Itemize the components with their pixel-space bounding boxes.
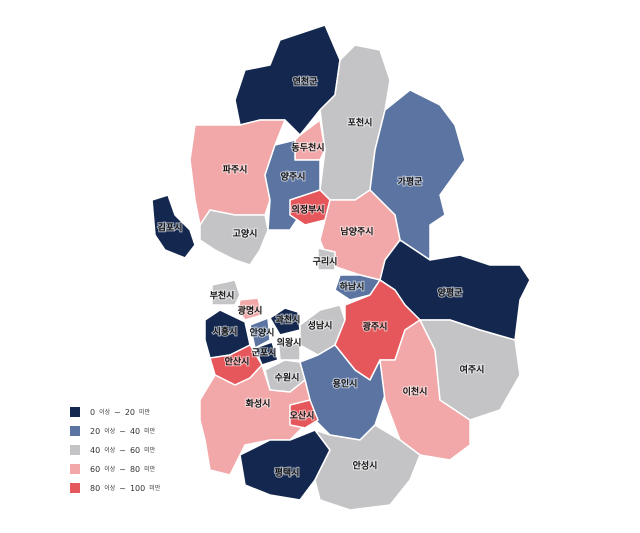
region [419,319,521,421]
region-label: 의정부시 [291,204,324,216]
region [249,317,271,349]
legend-from-text: 이상 [104,446,116,454]
legend-from: 60 [90,465,100,474]
legend-to: 40 [130,427,140,436]
region-label: 김포시 [158,222,183,234]
region-label: 포천시 [348,118,373,129]
legend-label: 20 이상 ~40 미만 [90,427,156,436]
legend-to-text: 미만 [144,427,156,435]
region-label: 남양주시 [340,226,373,238]
region-label: 동두천시 [291,143,324,154]
region [254,341,279,366]
region-label: 구리시 [313,256,338,268]
region-label: 광주시 [363,321,388,333]
region [211,279,241,306]
region-label: 이천시 [403,386,428,398]
region-label: 오산시 [290,410,315,422]
legend-label: 60 이상 ~80 미만 [90,465,156,474]
region-label: 고양시 [233,228,258,240]
legend-from-text: 이상 [99,408,111,416]
region [289,399,319,429]
legend-from-text: 이상 [104,484,116,492]
region [314,424,421,511]
legend-to: 60 [130,446,140,455]
legend-label: 0 이상 ~20 미만 [90,408,151,417]
region-labels: 연천군 포천시 파주시 동두천시 양주시 가평군 김포시 고양시 의정부시 남양… [157,76,486,480]
region-label: 여주시 [460,364,485,376]
legend-to: 80 [130,465,140,474]
region-label: 용인시 [333,379,358,390]
legend-label: 40 이상 ~60 미만 [90,446,156,455]
legend-to: 100 [130,484,145,493]
legend-swatch [70,483,80,493]
legend-from: 40 [90,446,100,455]
region-label: 양주시 [281,171,306,183]
region [237,297,263,321]
region-label: 안산시 [225,356,250,368]
legend-swatch [70,445,80,455]
region-label: 성남시 [308,320,333,332]
region-label: 시흥시 [213,326,238,338]
legend-sep: ~ [119,465,126,474]
legend-swatch [70,464,80,474]
region [189,119,286,226]
region-label: 가평군 [398,176,424,188]
region-label: 화성시 [246,398,271,410]
legend-swatch [70,426,80,436]
legend-sep: ~ [119,446,126,455]
legend-sep: ~ [119,484,126,493]
legend-to-text: 미만 [149,484,161,492]
legend-to-text: 미만 [144,465,156,473]
region-label: 군포시 [252,348,277,359]
region-label: 과천시 [276,314,301,326]
legend-from-text: 이상 [104,427,116,435]
region-layer [151,24,531,511]
region [269,307,301,336]
region [317,247,336,271]
region [151,194,196,259]
region-label: 부천시 [210,291,235,302]
region-label: 파주시 [223,164,248,176]
region [277,337,301,361]
region [199,209,269,266]
legend-to-text: 미만 [144,446,156,454]
region-label: 안양시 [250,327,275,339]
legend-swatch [70,407,80,417]
region-label: 평택시 [275,467,300,479]
legend-sep: ~ [114,408,121,417]
region-label: 의왕시 [277,337,302,349]
legend-from: 0 [90,408,95,417]
legend-from-text: 이상 [104,465,116,473]
legend-from: 20 [90,427,100,436]
region-label: 연천군 [293,77,319,88]
region-label: 양평군 [438,287,464,299]
legend-from: 80 [90,484,100,493]
legend-label: 80 이상 ~100 미만 [90,484,161,493]
legend-to: 20 [125,408,135,417]
region-label: 수원시 [275,372,300,384]
legend-sep: ~ [119,427,126,436]
region-label: 하남시 [340,281,365,293]
region-label: 안성시 [353,460,378,472]
region-label: 광명시 [238,305,263,317]
legend-to-text: 미만 [139,408,151,416]
